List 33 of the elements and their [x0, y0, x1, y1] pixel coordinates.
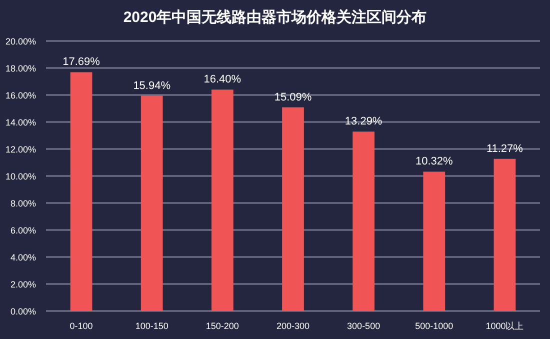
data-label: 16.40%	[204, 74, 242, 86]
x-tick-label: 0-100	[70, 321, 93, 331]
x-tick-label: 300-500	[347, 321, 380, 331]
y-tick-label: 20.00%	[5, 36, 36, 46]
x-tick-label: 1000以上	[486, 321, 524, 331]
chart-title: 2020年中国无线路由器市场价格关注区间分布	[123, 8, 427, 26]
bar	[423, 172, 446, 311]
y-tick-label: 14.00%	[5, 118, 36, 128]
y-tick-label: 2.00%	[10, 280, 36, 290]
y-tick-label: 18.00%	[5, 64, 36, 74]
bar	[494, 158, 516, 311]
bar	[282, 107, 304, 311]
y-tick-label: 12.00%	[5, 144, 36, 154]
data-label: 10.32%	[415, 156, 454, 168]
data-label: 13.29%	[344, 116, 382, 128]
data-label: 15.09%	[274, 91, 312, 104]
x-tick-label: 150-200	[206, 321, 239, 331]
y-tick-label: 4.00%	[10, 252, 36, 262]
bar	[211, 90, 234, 311]
data-label: 15.94%	[133, 80, 171, 92]
bar	[352, 132, 375, 311]
data-label: 17.69%	[62, 56, 100, 68]
y-tick-label: 0.00%	[10, 306, 36, 316]
y-tick-label: 8.00%	[10, 198, 36, 208]
bar	[140, 96, 163, 311]
bar	[70, 72, 92, 311]
data-label: 11.27%	[486, 142, 524, 155]
x-tick-label: 100-150	[135, 321, 168, 331]
x-tick-label: 200-300	[276, 321, 310, 331]
y-tick-label: 16.00%	[5, 90, 36, 100]
y-tick-label: 6.00%	[10, 226, 36, 236]
x-tick-label: 500-1000	[415, 321, 454, 331]
y-tick-label: 10.00%	[5, 172, 36, 182]
